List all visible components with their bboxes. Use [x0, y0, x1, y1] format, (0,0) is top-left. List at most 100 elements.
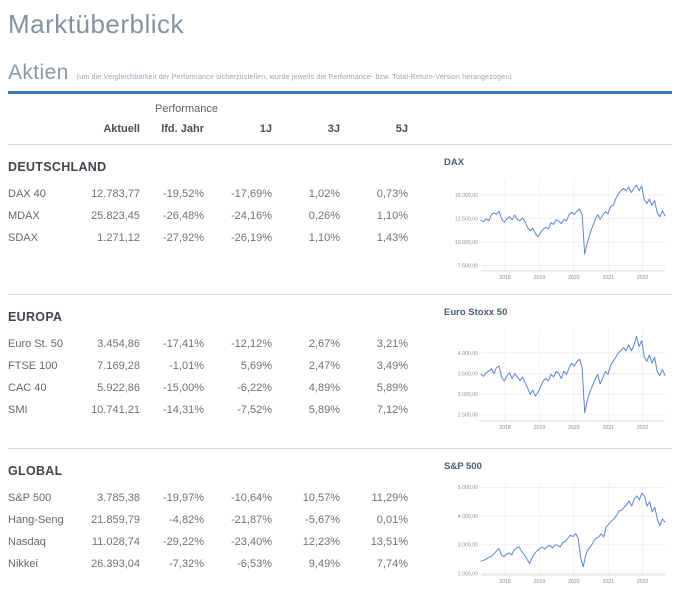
dax-chart-title: DAX — [444, 157, 465, 168]
svg-text:2021: 2021 — [603, 579, 615, 585]
performance-group-label: Performance — [155, 103, 218, 115]
table-row: Nikkei 26.393,04 -7,32% -6,53% 9,49% 7,74% — [8, 553, 410, 575]
spacer — [8, 103, 82, 117]
section-title: Aktien — [8, 61, 69, 84]
index-value: 5,89% — [376, 382, 408, 394]
index-value: -14,31% — [163, 404, 204, 416]
section-subtitle: (um die Vergleichbarkeit der Performance… — [76, 74, 512, 81]
svg-text:10.000,00: 10.000,00 — [455, 240, 478, 246]
index-value: 12.783,77 — [91, 188, 140, 200]
index-value: -12,12% — [231, 338, 272, 350]
table-header: Performance Aktuell lfd. Jahr 1J 3J 5J — [8, 94, 672, 145]
index-value: -21,87% — [231, 514, 272, 526]
column-header-aktuell: Aktuell — [103, 123, 140, 135]
svg-text:15.000,00: 15.000,00 — [455, 193, 478, 199]
group-heading-deutschland: DEUTSCHLAND — [8, 160, 107, 174]
index-label: S&P 500 — [8, 492, 52, 504]
index-label: Nasdaq — [8, 536, 46, 548]
index-value: 12,23% — [302, 536, 340, 548]
index-value: 4,89% — [308, 382, 340, 394]
index-value: 2,47% — [308, 360, 340, 372]
sp500-line-chart: 2.000,00 3.000,00 4.000,00 5.000,00 2018 2019… — [458, 483, 666, 585]
europa-table: EUROPA Euro St. 50 3.454,86 -17,41% -12,12%… — [8, 305, 410, 448]
blue-divider-rule — [8, 91, 672, 94]
index-value: -7,52% — [237, 404, 272, 416]
svg-text:3.000,00: 3.000,00 — [458, 543, 478, 549]
table-row: FTSE 100 7.169,28 -1,01% 5,69% 2,47% 3,49% — [8, 355, 410, 377]
index-label: MDAX — [8, 210, 40, 222]
index-value: 5,89% — [308, 404, 340, 416]
index-value: 9,49% — [308, 558, 340, 570]
column-header-3j: 3J — [327, 123, 340, 135]
column-header-1j: 1J — [259, 123, 272, 135]
group-heading-europa: EUROPA — [8, 310, 63, 324]
section-europa: EUROPA Euro St. 50 3.454,86 -17,41% -12,12%… — [8, 294, 672, 448]
market-overview-page: Marktüberblick Aktien (um die Vergleichb… — [0, 9, 678, 598]
svg-text:2.000,00: 2.000,00 — [458, 572, 478, 578]
table-row: DAX 40 12.783,77 -19,52% -17,69% 1,02% 0,73% — [8, 183, 410, 205]
index-label: DAX 40 — [8, 188, 46, 200]
index-label: Euro St. 50 — [8, 338, 64, 350]
index-value: 0,01% — [376, 514, 408, 526]
index-value: -19,97% — [163, 492, 204, 504]
table-row: Euro St. 50 3.454,86 -17,41% -12,12% 2,67% 3,… — [8, 333, 410, 355]
dax-line-chart: 7.500,00 10.000,00 12.500,00 15.000,00 2018 2… — [455, 179, 666, 281]
deutschland-rows: DAX 40 12.783,77 -19,52% -17,69% 1,02% 0,73% M… — [8, 183, 410, 249]
sp500-chart-panel: S&P 500 2.000,00 3.000,00 4.000,00 5.000,00… — [444, 459, 672, 598]
svg-text:7.500,00: 7.500,00 — [458, 263, 478, 269]
index-value: -26,48% — [163, 210, 204, 222]
index-value: 5.922,86 — [97, 382, 140, 394]
svg-text:2022: 2022 — [637, 579, 649, 585]
index-value: 1,02% — [308, 188, 340, 200]
global-rows: S&P 500 3.785,38 -19,97% -10,64% 10,57% 11,29… — [8, 487, 410, 575]
index-value: -26,19% — [231, 232, 272, 244]
performance-group-row: Performance — [8, 103, 672, 117]
index-value: 25.823,45 — [91, 210, 140, 222]
table-row: Hang-Seng 21.859,79 -4,82% -21,87% -5,67% 0,0… — [8, 509, 410, 531]
svg-text:4.000,00: 4.000,00 — [458, 514, 478, 520]
svg-text:4.000,00: 4.000,00 — [458, 351, 478, 357]
index-value: 7.169,28 — [97, 360, 140, 372]
spacer — [82, 103, 140, 117]
index-value: -5,67% — [305, 514, 340, 526]
table-row: CAC 40 5.922,86 -15,00% -6,22% 4,89% 5,89% — [8, 377, 410, 399]
index-value: 0,26% — [308, 210, 340, 222]
index-value: -24,16% — [231, 210, 272, 222]
index-label: SMI — [8, 404, 28, 416]
page-title: Marktüberblick — [8, 9, 185, 39]
index-value: -17,69% — [231, 188, 272, 200]
index-value: 11,29% — [371, 492, 409, 504]
index-value: -4,82% — [169, 514, 204, 526]
svg-text:2020: 2020 — [568, 275, 580, 281]
svg-text:2021: 2021 — [603, 425, 615, 431]
svg-text:12.500,00: 12.500,00 — [455, 216, 478, 222]
index-value: -1,01% — [169, 360, 204, 372]
svg-text:3.000,00: 3.000,00 — [458, 392, 478, 398]
index-value: 21.859,79 — [91, 514, 140, 526]
index-value: 3,21% — [376, 338, 408, 350]
svg-text:2020: 2020 — [568, 425, 580, 431]
svg-text:3.500,00: 3.500,00 — [458, 372, 478, 378]
section-deutschland: DEUTSCHLAND DAX 40 12.783,77 -19,52% -17,69… — [8, 145, 672, 294]
index-value: 5,69% — [240, 360, 272, 372]
eurostoxx-chart-panel: Euro Stoxx 50 2.500,00 3.000,00 3.500,00 4.… — [444, 305, 672, 448]
index-value: 3,49% — [376, 360, 408, 372]
column-header-5j: 5J — [395, 123, 408, 135]
index-value: 26.393,04 — [91, 558, 140, 570]
table-row: SDAX 1.271,12 -27,92% -26,19% 1,10% 1,43% — [8, 227, 410, 249]
dax-chart-panel: DAX 7.500,00 10.000,00 12.500,00 15.000,00 2… — [444, 155, 672, 294]
index-value: -19,52% — [163, 188, 204, 200]
index-value: 3.785,38 — [97, 492, 140, 504]
index-value: 1,10% — [308, 232, 340, 244]
index-label: CAC 40 — [8, 382, 47, 394]
index-label: Nikkei — [8, 558, 38, 570]
index-value: 11.028,74 — [91, 536, 140, 548]
index-value: -17,41% — [163, 338, 204, 350]
deutschland-table: DEUTSCHLAND DAX 40 12.783,77 -19,52% -17,69… — [8, 155, 410, 294]
svg-text:2018: 2018 — [499, 579, 511, 585]
index-value: 13,51% — [370, 536, 408, 548]
svg-text:2022: 2022 — [637, 425, 649, 431]
table-row: MDAX 25.823,45 -26,48% -24,16% 0,26% 1,10% — [8, 205, 410, 227]
index-value: -27,92% — [163, 232, 204, 244]
index-label: Hang-Seng — [8, 514, 64, 526]
